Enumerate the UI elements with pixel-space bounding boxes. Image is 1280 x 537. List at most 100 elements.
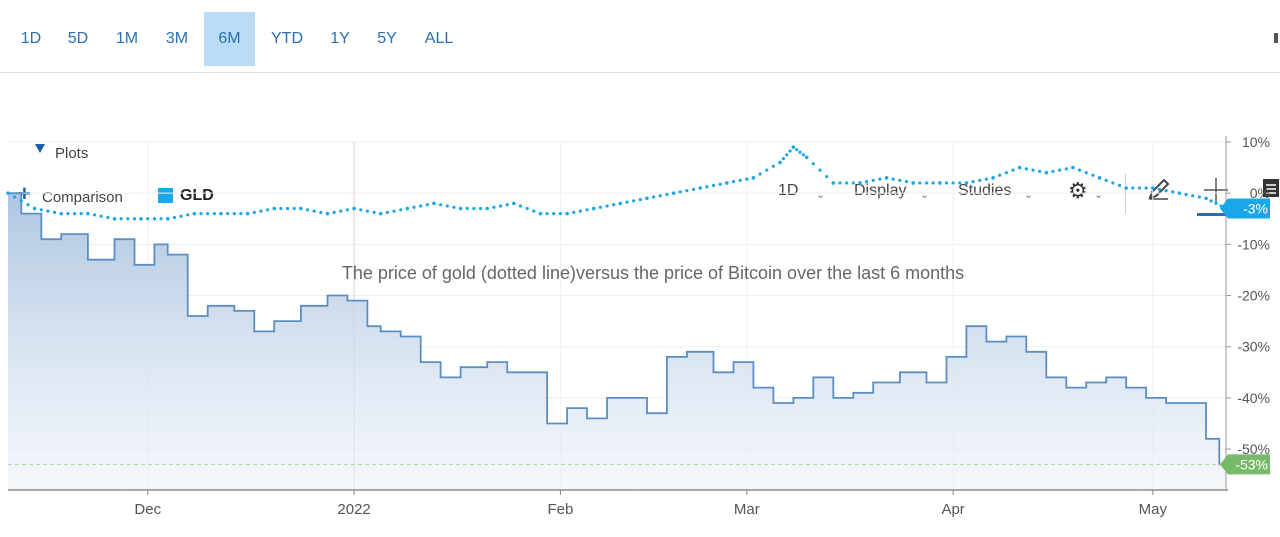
display-dropdown[interactable]: Display	[854, 182, 906, 200]
gld-dot	[106, 215, 110, 220]
bitcoin-point	[566, 407, 568, 409]
range-5y-button[interactable]: 5Y	[377, 30, 397, 47]
bitcoin-point	[366, 325, 369, 328]
gld-dot	[898, 178, 902, 182]
gld-dot	[498, 204, 503, 208]
range-all-button[interactable]: ALL	[424, 30, 454, 47]
bitcoin-point	[113, 238, 116, 241]
bitcoin-point	[206, 304, 209, 307]
gld-dot	[1004, 171, 1008, 175]
bitcoin-point	[273, 320, 276, 322]
gld-point	[325, 211, 330, 216]
gld-point	[485, 206, 490, 211]
gld-dot	[285, 206, 290, 211]
gld-dot	[46, 209, 50, 213]
gld-dot	[1051, 169, 1055, 174]
gear-icon[interactable]: ⚙	[1068, 178, 1088, 203]
gld-point	[1124, 186, 1128, 190]
x-tick-label: 2022	[337, 501, 370, 518]
gld-dot	[931, 181, 935, 185]
gld-dot	[259, 209, 263, 213]
gld-dot	[1131, 186, 1135, 190]
gld-point	[1204, 196, 1208, 201]
bitcoin-point	[486, 361, 489, 363]
gld-dot	[126, 217, 130, 221]
gld-dot	[678, 190, 682, 194]
y-tick-label: 10%	[1242, 134, 1270, 150]
x-tick-label: Feb	[547, 501, 573, 518]
gld-dot	[612, 203, 616, 207]
price-chart[interactable]: Dec 2022 Feb Mar Apr May 10% 0% -10% -20% -30% -40…	[0, 130, 1280, 537]
gld-dot	[705, 185, 709, 189]
gld-dot	[492, 205, 496, 209]
gld-dot	[312, 209, 316, 213]
gld-dot	[1197, 195, 1201, 199]
gld-dot	[1144, 186, 1148, 190]
chevron-down-icon: ⌄	[1094, 189, 1104, 201]
gld-dot	[711, 183, 716, 188]
gld-dot	[332, 210, 336, 214]
x-axis: Dec 2022 Feb Mar Apr May	[8, 489, 1228, 518]
gld-dot	[758, 172, 762, 176]
gld-dot	[765, 168, 769, 172]
range-1m-button[interactable]: 1M	[115, 30, 139, 47]
plots-triangle-icon[interactable]	[35, 144, 45, 153]
gld-dot	[372, 210, 376, 214]
gld-dot	[232, 212, 236, 216]
range-5d-button[interactable]: 5D	[67, 30, 89, 47]
bitcoin-point	[606, 397, 608, 399]
toolbar-divider	[1125, 174, 1126, 214]
gld-point	[831, 181, 836, 185]
range-6m-button[interactable]: 6M	[204, 12, 255, 66]
list-icon[interactable]	[1262, 178, 1280, 198]
gld-dot	[365, 209, 370, 213]
range-ytd-button[interactable]: YTD	[271, 30, 303, 47]
bitcoin-point	[1165, 402, 1167, 404]
bitcoin-point	[379, 330, 382, 333]
gld-symbol-label[interactable]: GLD	[180, 187, 214, 204]
gld-dot	[665, 192, 669, 197]
crosshair-icon[interactable]	[1202, 176, 1230, 204]
gld-dot	[958, 181, 962, 185]
gld-dotted-series	[6, 145, 1228, 221]
gld-point	[991, 176, 995, 180]
gld-dot	[971, 180, 975, 184]
gld-dot	[652, 195, 656, 199]
gld-point	[791, 145, 796, 149]
gld-dot	[392, 209, 396, 213]
gld-color-swatch	[158, 188, 173, 203]
range-1y-button[interactable]: 1Y	[330, 30, 350, 47]
gld-dot	[788, 149, 792, 153]
bitcoin-point	[326, 294, 329, 297]
gld-dot	[1214, 201, 1218, 206]
gld-dot	[339, 209, 343, 213]
gld-dot	[439, 203, 443, 207]
gld-dot	[891, 177, 895, 181]
gld-dot	[918, 181, 922, 185]
range-3m-button[interactable]: 3M	[165, 30, 189, 47]
gld-dot	[1164, 189, 1168, 193]
x-tick-label: Apr	[941, 501, 964, 518]
gld-dot	[19, 199, 23, 203]
gld-dot	[119, 217, 123, 221]
bitcoin-point	[153, 243, 156, 246]
gld-point	[884, 176, 889, 180]
gld-dot	[1157, 187, 1162, 191]
bitcoin-point	[1205, 438, 1207, 440]
gld-point	[165, 216, 170, 221]
gld-point	[618, 201, 623, 206]
gld-dot	[598, 205, 602, 209]
bitcoin-line	[8, 192, 1227, 470]
gld-dot	[172, 215, 176, 220]
gld-dot	[186, 213, 190, 217]
gld-dot	[1011, 168, 1015, 172]
gld-dot	[525, 206, 529, 211]
y-tick-label: 0%	[1250, 185, 1270, 201]
gld-dot	[1137, 186, 1142, 190]
bitcoin-point	[1045, 376, 1048, 379]
interval-dropdown[interactable]: 1D	[778, 182, 798, 200]
gld-point	[1150, 186, 1155, 190]
plots-label[interactable]: Plots	[55, 145, 88, 162]
range-1d-button[interactable]: 1D	[20, 30, 42, 47]
studies-dropdown[interactable]: Studies	[958, 182, 1011, 200]
